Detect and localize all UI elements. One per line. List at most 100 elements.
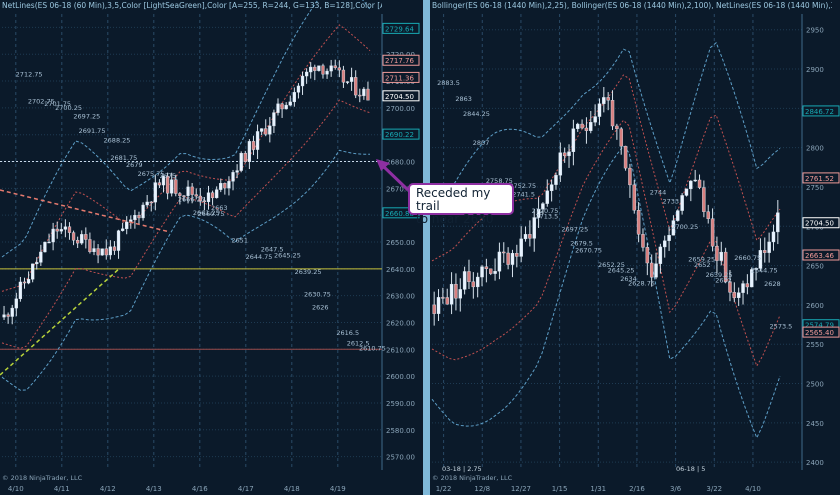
hourly-chart-panel[interactable]: 2730.002720.002710.002700.002690.002680.… <box>0 0 423 495</box>
candle-body <box>59 229 63 232</box>
candle-body <box>697 179 702 188</box>
candle-body <box>732 292 737 298</box>
trend-line-resistance <box>0 189 171 233</box>
price-annotation: 2660.75 <box>734 254 761 262</box>
candle-body <box>458 289 462 299</box>
candle-body <box>532 217 536 239</box>
daily-chart-panel[interactable]: 2950290028502800275027002650260025502500… <box>430 0 840 495</box>
price-tag-box <box>802 172 840 184</box>
candle-body <box>728 281 732 293</box>
price-tag-label: 2717.76 <box>385 57 414 65</box>
candle-body <box>484 266 489 270</box>
candle-body <box>723 251 728 282</box>
y-tick-label: 2620.00 <box>386 319 415 327</box>
y-tick-label: 2550 <box>806 341 824 349</box>
candle-body <box>120 228 125 231</box>
price-annotation: 2616.5 <box>336 329 359 337</box>
candle-body <box>497 251 502 272</box>
candle-body <box>2 314 6 318</box>
candle-body <box>309 66 313 73</box>
y-tick-label: 2610.00 <box>386 346 415 354</box>
candle-body <box>251 141 256 150</box>
price-annotation: 2702.75 <box>28 98 55 106</box>
candle-body <box>84 234 88 240</box>
candle-body <box>96 248 100 256</box>
candle-body <box>76 240 80 244</box>
daily-chart-copyright: © 2018 NinjaTrader, LLC <box>432 474 513 482</box>
candle-body <box>554 175 558 185</box>
candle-body <box>471 281 476 288</box>
price-annotation: 2844.25 <box>463 110 490 118</box>
candle-body <box>667 235 671 241</box>
price-annotation: 2652.25 <box>598 261 625 269</box>
candle-body <box>39 251 43 263</box>
price-annotation: 2645.25 <box>608 266 635 274</box>
y-tick-label: 2500 <box>806 381 824 389</box>
daily-chart-svg[interactable]: 2950290028502800275027002650260025502500… <box>430 0 840 495</box>
candle-body <box>219 183 223 190</box>
candle-body <box>523 234 528 240</box>
daily-chart-note-june: 06-18 | 5 <box>676 465 706 473</box>
candle-body <box>239 153 243 171</box>
candle-body <box>174 179 178 194</box>
bollinger-band <box>431 145 781 440</box>
candle-body <box>18 281 23 300</box>
y-tick-label: 2600.00 <box>386 373 415 381</box>
candle-body <box>108 246 112 256</box>
candle-body <box>628 167 632 186</box>
candle-body <box>349 77 354 82</box>
daily-chart-note-march: 03-18 | 2.75 <box>442 465 482 473</box>
bollinger-band <box>1 0 371 258</box>
price-tag-label: 2690.22 <box>385 131 414 139</box>
candle-body <box>43 241 47 253</box>
candle-body <box>80 234 84 244</box>
candle-body <box>480 266 484 278</box>
candle-body <box>10 307 14 317</box>
price-tag-label: 2761.52 <box>805 175 834 183</box>
x-tick-label: 1/22 <box>436 485 452 493</box>
candle-body <box>610 100 615 127</box>
candle-body <box>619 128 623 147</box>
price-annotation: 2807 <box>473 139 490 147</box>
y-tick-label: 2450 <box>806 420 824 428</box>
price-annotation: 2644.75 <box>246 253 273 261</box>
candle-body <box>141 204 145 219</box>
candle-body <box>658 246 663 264</box>
price-annotation: 2700.25 <box>55 104 82 112</box>
hourly-chart-svg[interactable]: 2730.002720.002710.002700.002690.002680.… <box>0 0 423 495</box>
candle-body <box>771 231 776 243</box>
candle-body <box>354 77 358 96</box>
candle-body <box>615 125 619 130</box>
candle-body <box>719 251 723 261</box>
candle-body <box>441 297 445 299</box>
price-annotation: 2679.5 <box>570 239 593 247</box>
price-tag-label: 2574.79 <box>805 322 834 330</box>
candle-body <box>663 240 667 248</box>
candle-body <box>247 141 252 162</box>
candle-body <box>202 200 207 203</box>
daily-chart-header: Bollinger(ES 06-18 (1440 Min),2,25), Bol… <box>432 1 832 10</box>
candle-body <box>632 184 636 211</box>
price-annotation: 2697.25 <box>73 112 100 120</box>
x-tick-label: 4/17 <box>238 485 254 493</box>
candle-body <box>255 131 260 150</box>
y-tick-label: 2630.00 <box>386 293 415 301</box>
panel-separator[interactable] <box>423 0 430 495</box>
price-tag-box <box>802 217 840 229</box>
x-tick-label: 1/31 <box>590 485 606 493</box>
candle-body <box>689 180 693 190</box>
price-annotation: 2713.5 <box>535 213 558 221</box>
candle-body <box>51 228 55 243</box>
price-annotation: 2679 <box>126 161 143 169</box>
price-tag-box <box>382 90 420 102</box>
y-tick-label: 2900 <box>806 66 824 74</box>
price-annotation: 2675 <box>160 172 177 180</box>
candle-body <box>268 125 272 135</box>
candle-body <box>454 283 458 299</box>
candle-body <box>676 210 680 221</box>
candle-body <box>750 269 754 288</box>
candle-body <box>178 193 182 196</box>
candle-body <box>636 210 641 235</box>
candle-body <box>288 101 292 106</box>
bollinger-band <box>1 24 371 292</box>
